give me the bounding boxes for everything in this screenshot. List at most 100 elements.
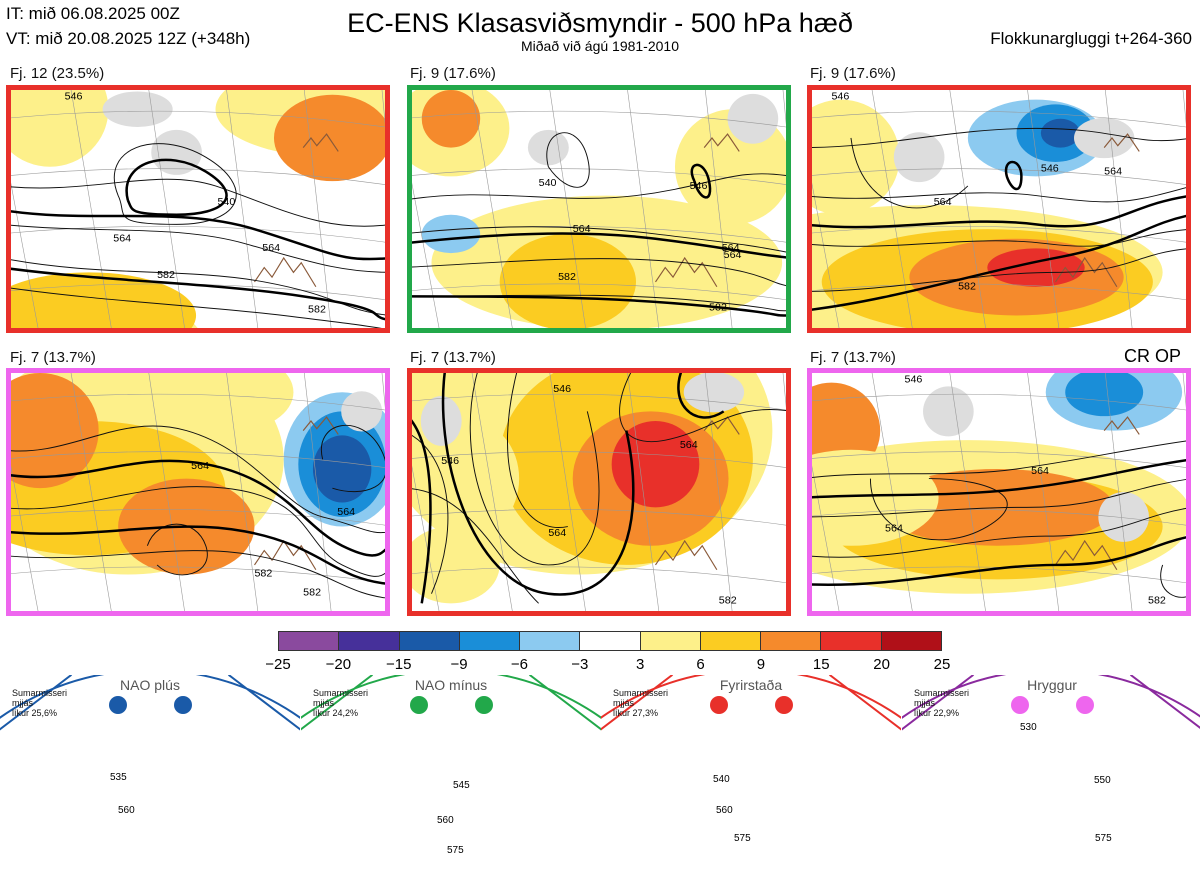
height-contour <box>507 373 568 528</box>
regime-anomaly-shade <box>1005 765 1069 773</box>
parallel-line <box>412 451 786 468</box>
regime-height-contour <box>902 825 1200 852</box>
regime-blocking: 540 560 575 Fyrirstaða Sumarmisseri mjjás … <box>601 675 901 871</box>
meridian-line <box>11 465 39 611</box>
coastline <box>655 256 718 288</box>
contour-label: 564 <box>934 196 952 208</box>
regime-contour-label: 575 <box>447 845 464 856</box>
meridian-line <box>871 90 913 328</box>
height-contour <box>11 178 385 227</box>
contour-label: 582 <box>709 302 727 314</box>
contour-label: 564 <box>573 223 591 235</box>
regime-marker-dot <box>109 696 127 714</box>
contour-label: 564 <box>722 242 740 254</box>
regime-anomaly-shade <box>922 761 972 773</box>
height-contour <box>412 226 786 253</box>
height-contour-major <box>812 458 1186 499</box>
regime-height-contour <box>301 734 601 763</box>
season-line: mjjás <box>613 698 635 708</box>
meridian-line <box>70 90 112 328</box>
colorbar-tick: 9 <box>756 656 766 673</box>
regime-height-contour <box>0 764 300 773</box>
anomaly-shade <box>1040 118 1080 148</box>
regime-contour-label: 540 <box>713 774 730 785</box>
contour-label: 564 <box>1031 465 1049 477</box>
colorbar-segment <box>700 632 762 650</box>
control-operational-label: CR OP <box>1124 346 1182 366</box>
colorbar-segment <box>640 632 701 650</box>
regime-height-contour <box>0 795 300 822</box>
regime-height-contour <box>301 764 601 773</box>
coastline <box>360 734 512 773</box>
contour-label: 564 <box>680 439 698 451</box>
coastline <box>59 734 211 773</box>
coastline <box>302 133 339 152</box>
meridian-line <box>627 373 660 611</box>
season-line: Sumarmisseri <box>613 688 669 698</box>
anomaly-shade <box>812 99 900 215</box>
meridian-line <box>412 465 440 611</box>
colorbar-tick: 3 <box>636 656 645 673</box>
height-contour <box>412 258 786 287</box>
anomaly-shade <box>499 233 636 328</box>
height-contour-major <box>412 419 432 604</box>
parallel-line <box>11 393 385 411</box>
regime-contour-label: 560 <box>118 805 135 816</box>
meridian-line <box>1027 373 1060 611</box>
cluster-6-map: 546 564 564 582 <box>807 368 1191 616</box>
meridian-line <box>471 373 513 611</box>
contour-label: 582 <box>958 281 976 293</box>
regime-name: NAO mínus <box>414 677 488 693</box>
regime-height-contour <box>0 754 300 773</box>
season-line: mjjás <box>914 698 936 708</box>
parallel-line <box>412 566 786 584</box>
colorbar-segment <box>459 632 521 650</box>
regime-contour-label: 550 <box>1094 775 1111 786</box>
contour-label: 582 <box>303 587 321 599</box>
contour-label: 582 <box>719 594 737 606</box>
colorbar-tick: 15 <box>812 656 830 673</box>
colorbar-tick: −9 <box>450 656 468 673</box>
regime-height-contour <box>601 825 901 852</box>
regime-anomaly-shade <box>967 740 1107 773</box>
land-greenland <box>341 391 383 432</box>
meridian-line <box>11 182 39 328</box>
meridian-line <box>812 465 840 611</box>
regime-anomaly-shade <box>767 739 795 773</box>
regime-height-contour <box>902 835 1200 859</box>
height-contour-major <box>11 459 385 557</box>
regime-anomaly-shade <box>0 760 60 773</box>
regime-marker-dot <box>1011 696 1029 714</box>
initial-time: IT: mið 06.08.2025 00Z <box>6 4 180 23</box>
height-contour-major <box>412 232 786 259</box>
regime-frame <box>0 675 300 731</box>
contour-label: 582 <box>157 269 175 281</box>
regime-height-contour <box>601 775 901 799</box>
regime-height-contour <box>601 754 901 773</box>
cluster-3-map: 546 546 564 564 582 <box>807 85 1191 333</box>
regime-season-text: Sumarmisseri mjjás líkur 24,2% <box>313 688 368 718</box>
height-contour <box>113 143 237 225</box>
meridian-line <box>1104 90 1133 328</box>
meridian-line <box>782 90 786 125</box>
height-contour-major <box>812 214 1186 311</box>
height-contour-major <box>412 295 786 317</box>
contour-label: 564 <box>262 242 280 254</box>
regime-height-contour <box>902 754 1200 773</box>
regime-height-contour <box>0 744 300 770</box>
cluster-5-map: 546 564 546 564 582 <box>407 368 791 616</box>
regime-height-contour <box>301 785 601 815</box>
contour-label: 540 <box>539 177 557 189</box>
contour-label: 582 <box>1148 594 1166 606</box>
parallel-line <box>412 283 786 301</box>
regime-anomaly-shade <box>758 727 808 773</box>
parallel-line <box>812 283 1186 301</box>
parallel-line <box>412 110 786 128</box>
height-contour-major <box>690 163 712 199</box>
regime-anomaly-shade <box>90 695 190 773</box>
colorbar-segment <box>580 632 641 650</box>
land-greenland <box>102 91 173 127</box>
meridian-line <box>627 90 660 328</box>
land-greenland <box>683 373 745 413</box>
regime-height-contour <box>0 734 300 763</box>
